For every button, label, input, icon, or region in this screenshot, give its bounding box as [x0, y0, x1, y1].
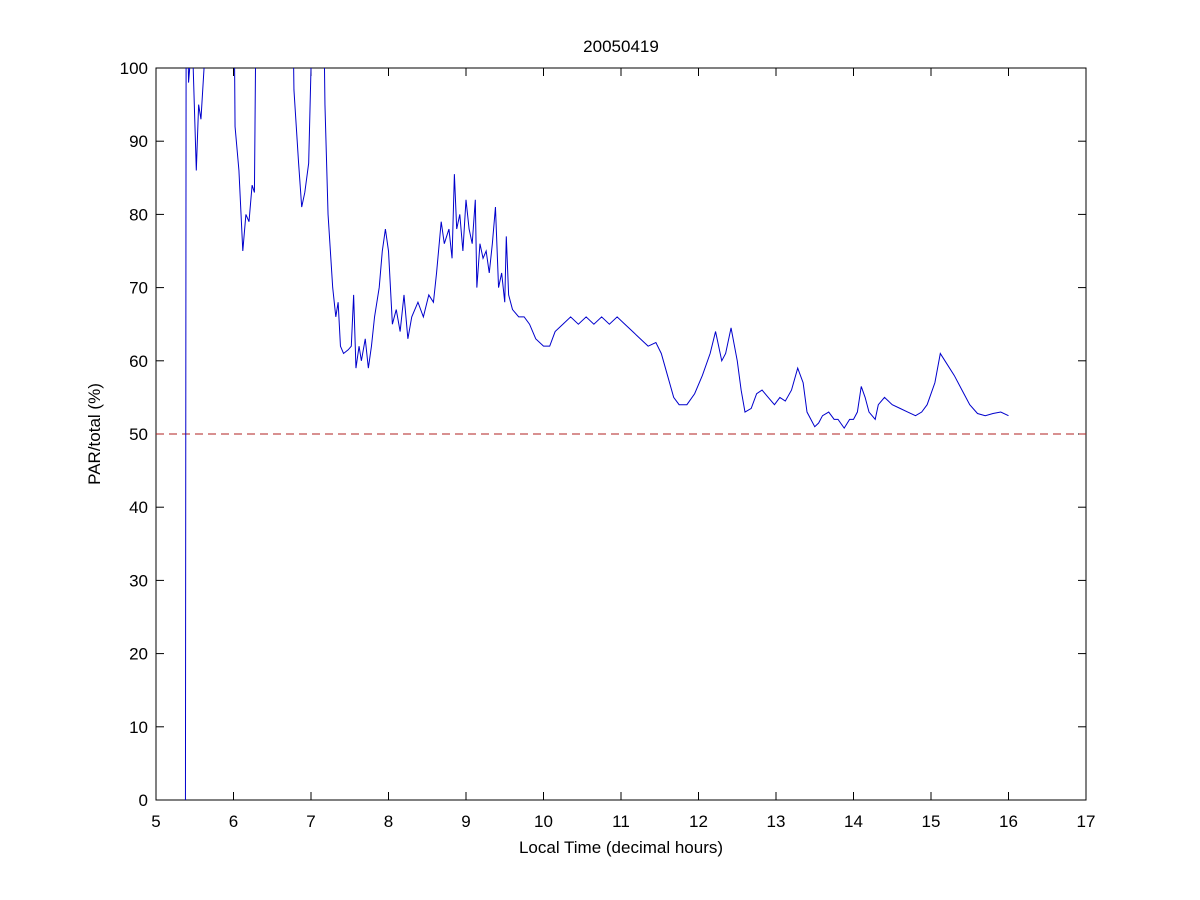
x-tick-label: 8 — [384, 812, 393, 831]
x-tick-label: 7 — [306, 812, 315, 831]
x-tick-label: 9 — [461, 812, 470, 831]
x-tick-label: 17 — [1077, 812, 1096, 831]
x-tick-label: 11 — [612, 812, 630, 831]
data-line — [184, 68, 1009, 800]
chart-title: 20050419 — [583, 37, 659, 56]
y-tick-label: 80 — [129, 205, 148, 224]
x-tick-label: 16 — [999, 812, 1018, 831]
plot-area — [155, 67, 1087, 801]
y-tick-label: 20 — [129, 645, 148, 664]
x-tick-label: 15 — [922, 812, 941, 831]
y-axis-label: PAR/total (%) — [85, 383, 104, 485]
x-tick-label: 13 — [767, 812, 786, 831]
y-tick-label: 70 — [129, 279, 148, 298]
x-tick-label: 5 — [151, 812, 160, 831]
y-tick-label: 100 — [120, 59, 148, 78]
y-tick-label: 50 — [129, 425, 148, 444]
y-tick-label: 0 — [139, 791, 148, 810]
y-tick-label: 40 — [129, 498, 148, 517]
x-tick-label: 6 — [229, 812, 238, 831]
x-tick-label: 14 — [844, 812, 863, 831]
y-tick-label: 30 — [129, 571, 148, 590]
y-tick-label: 60 — [129, 352, 148, 371]
y-tick-label: 10 — [129, 718, 148, 737]
x-tick-label: 12 — [689, 812, 708, 831]
x-tick-label: 10 — [534, 812, 553, 831]
x-axis-label: Local Time (decimal hours) — [519, 838, 723, 857]
y-tick-label: 90 — [129, 132, 148, 151]
